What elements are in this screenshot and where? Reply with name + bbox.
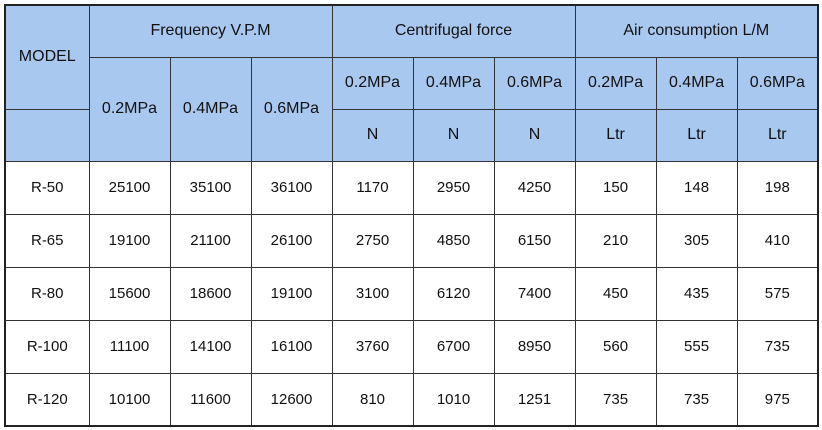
value-cell: 6150 <box>493 213 576 268</box>
value-cell: 435 <box>655 266 738 321</box>
table-row: R-50 25100 35100 36100 1170 2950 4250 150 148 198 <box>4 160 819 215</box>
model-header: MODEL <box>4 4 90 110</box>
model-cell: R-50 <box>4 160 90 215</box>
value-cell: 210 <box>574 213 657 268</box>
model-cell: R-100 <box>4 319 90 374</box>
value-cell: 19100 <box>88 213 171 268</box>
group-header: Centrifugal force <box>331 4 576 58</box>
value-cell: 305 <box>655 213 738 268</box>
value-cell: 14100 <box>169 319 252 374</box>
value-cell: 6120 <box>412 266 495 321</box>
unit-header: N <box>331 108 414 162</box>
spec-table: MODEL Frequency V.P.M Centrifugal force … <box>4 4 820 427</box>
value-cell: 6700 <box>412 319 495 374</box>
value-cell: 36100 <box>250 160 333 215</box>
table-row: R-80 15600 18600 19100 3100 6120 7400 450 435 575 <box>4 266 819 321</box>
table-body: R-50 25100 35100 36100 1170 2950 4250 150 148 198… <box>4 160 819 427</box>
value-cell: 4850 <box>412 213 495 268</box>
value-cell: 18600 <box>169 266 252 321</box>
value-cell: 3760 <box>331 319 414 374</box>
model-cell: R-80 <box>4 266 90 321</box>
pressure-header: 0.4MPa <box>655 56 738 110</box>
value-cell: 16100 <box>250 319 333 374</box>
value-cell: 15600 <box>88 266 171 321</box>
pressure-header: 0.2MPa <box>331 56 414 110</box>
value-cell: 11100 <box>88 319 171 374</box>
unit-header: Ltr <box>574 108 657 162</box>
value-cell: 4250 <box>493 160 576 215</box>
pressure-header: 0.6MPa <box>493 56 576 110</box>
value-cell: 735 <box>574 372 657 427</box>
value-cell: 21100 <box>169 213 252 268</box>
table-row: R-65 19100 21100 26100 2750 4850 6150 210 305 410 <box>4 213 819 268</box>
value-cell: 19100 <box>250 266 333 321</box>
empty-cell <box>4 108 90 162</box>
value-cell: 1170 <box>331 160 414 215</box>
unit-header: N <box>412 108 495 162</box>
pressure-header: 0.6MPa <box>250 56 333 162</box>
value-cell: 450 <box>574 266 657 321</box>
value-cell: 148 <box>655 160 738 215</box>
value-cell: 198 <box>736 160 819 215</box>
unit-header: Ltr <box>655 108 738 162</box>
value-cell: 26100 <box>250 213 333 268</box>
value-cell: 8950 <box>493 319 576 374</box>
value-cell: 1010 <box>412 372 495 427</box>
table-header: MODEL Frequency V.P.M Centrifugal force … <box>4 4 819 162</box>
value-cell: 150 <box>574 160 657 215</box>
value-cell: 25100 <box>88 160 171 215</box>
value-cell: 735 <box>736 319 819 374</box>
value-cell: 3100 <box>331 266 414 321</box>
pressure-header: 0.4MPa <box>169 56 252 162</box>
value-cell: 560 <box>574 319 657 374</box>
table-row: R-120 10100 11600 12600 810 1010 1251 735 735 975 <box>4 372 819 427</box>
pressure-header: 0.4MPa <box>412 56 495 110</box>
value-cell: 2750 <box>331 213 414 268</box>
value-cell: 12600 <box>250 372 333 427</box>
value-cell: 555 <box>655 319 738 374</box>
group-header: Frequency V.P.M <box>88 4 333 58</box>
value-cell: 575 <box>736 266 819 321</box>
value-cell: 7400 <box>493 266 576 321</box>
model-cell: R-65 <box>4 213 90 268</box>
pressure-header: 0.2MPa <box>88 56 171 162</box>
value-cell: 35100 <box>169 160 252 215</box>
value-cell: 975 <box>736 372 819 427</box>
pressure-header: 0.6MPa <box>736 56 819 110</box>
table-row: R-100 11100 14100 16100 3760 6700 8950 560 555 73… <box>4 319 819 374</box>
group-header: Air consumption L/M <box>574 4 819 58</box>
value-cell: 1251 <box>493 372 576 427</box>
value-cell: 410 <box>736 213 819 268</box>
value-cell: 735 <box>655 372 738 427</box>
value-cell: 2950 <box>412 160 495 215</box>
unit-header: Ltr <box>736 108 819 162</box>
model-cell: R-120 <box>4 372 90 427</box>
value-cell: 810 <box>331 372 414 427</box>
value-cell: 11600 <box>169 372 252 427</box>
value-cell: 10100 <box>88 372 171 427</box>
unit-header: N <box>493 108 576 162</box>
pressure-header: 0.2MPa <box>574 56 657 110</box>
